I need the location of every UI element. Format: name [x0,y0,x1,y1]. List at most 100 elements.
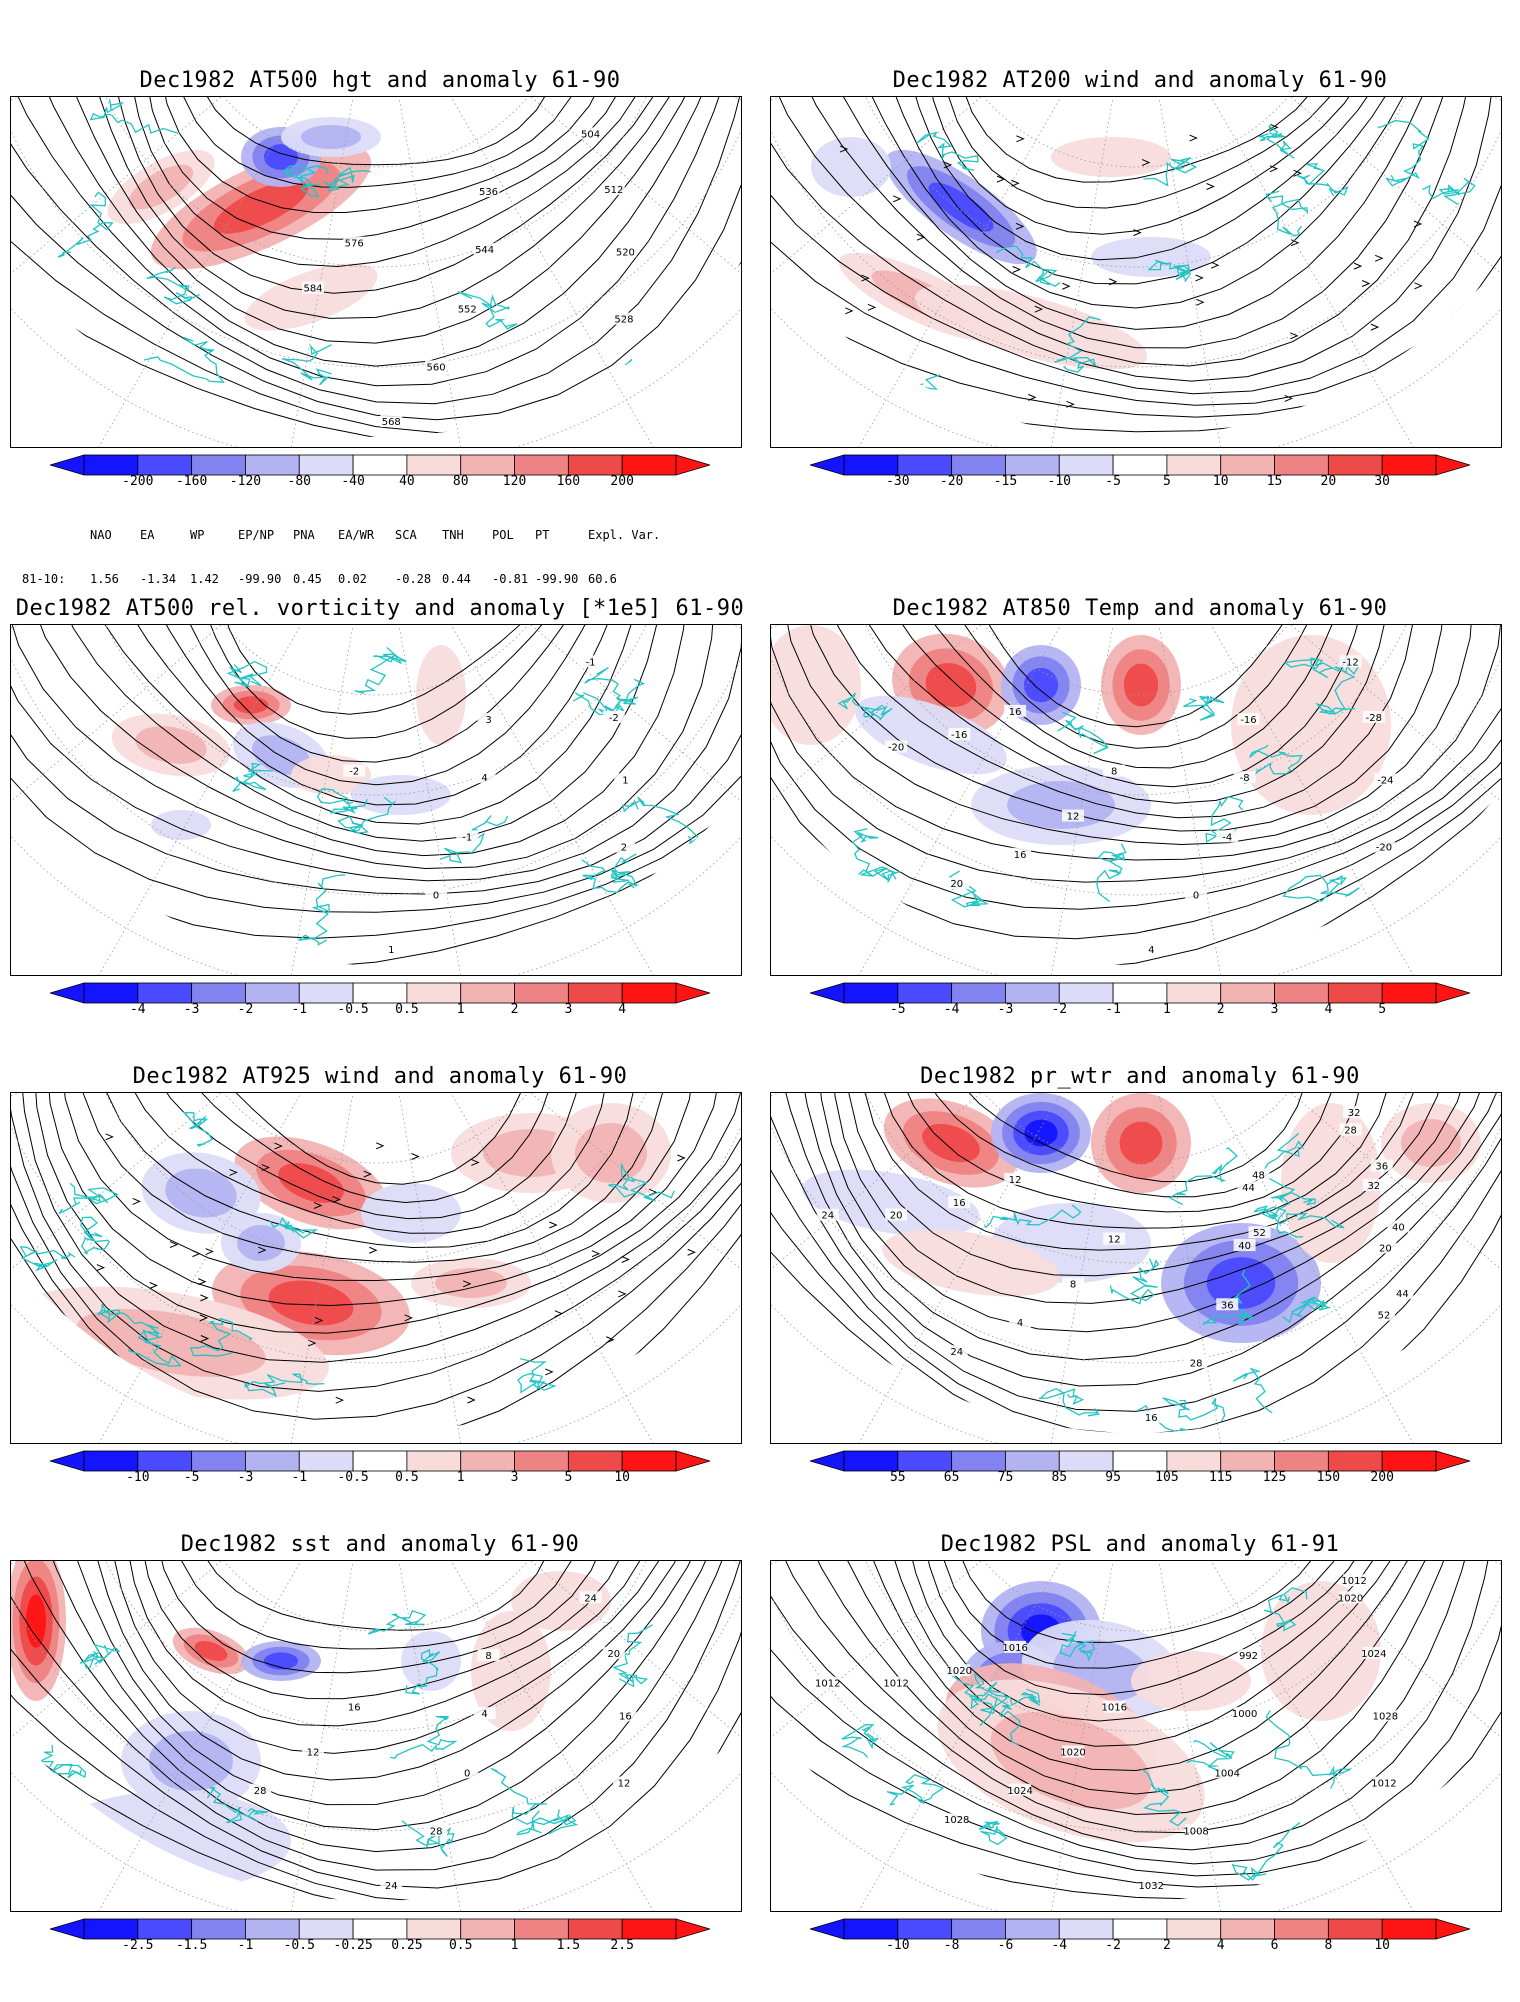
colorbar-tick-label: 2 [1162,1938,1171,1953]
teleconnection-value: -99.90 [535,572,579,586]
contour-line [879,97,1409,285]
colorbar-box [621,1450,677,1472]
colorbar-tick-label: -0.25 [333,1938,373,1953]
colorbar-tick-label: -8 [943,1938,960,1953]
contour-line [901,1561,1398,1722]
map-temp850: -12 -28 -24 -20 -16 -8 -4 0 4 8 12 16 20 16 -16 -20 [770,624,1502,976]
contour-label: 32 [1348,1108,1361,1119]
wind-arrow [591,1250,601,1258]
anomaly-shading [149,1731,233,1791]
contour-label-bg [612,1776,635,1789]
colorbar-box [83,982,139,1004]
wind-arrow [169,1241,179,1249]
contour-label: 576 [345,239,364,250]
contour-label-bg [1185,888,1208,901]
coastline [30,1351,97,1372]
contour-label: 1028 [944,1815,969,1826]
wind-arrow [839,145,849,153]
colorbar-tick-label: 200 [610,474,634,489]
anomaly-shading [855,695,1007,775]
coastline [584,666,646,705]
teleconnection-value: 0.02 [338,572,367,586]
wind-arrow [554,1310,564,1318]
anomaly-shading [802,1169,980,1237]
contour-label-bg [1343,1106,1366,1119]
colorbar-box [1112,454,1168,476]
contour-line [11,97,741,434]
contour-label: 552 [458,304,477,315]
colorbar-tick-label: -10 [886,1938,910,1953]
contour-line [958,625,1317,728]
wind-arrow [1133,229,1142,237]
colorbar-tick-label: -15 [993,474,1018,489]
colorbar-box [951,454,1006,476]
contour-line [800,625,1445,832]
colorbar-box [1058,982,1114,1004]
contour-label: 28 [430,1826,443,1837]
colorbar-box [1112,1918,1168,1940]
contour-line [46,1093,724,1307]
contour-label-bg [1237,1649,1260,1662]
colorbar-tick-label: 6 [1270,1938,1279,1953]
anomaly-shading [471,1611,551,1731]
contour-label-bg [1062,1745,1085,1758]
contour-label-bg [1362,1178,1385,1191]
contour-label-bg [885,1676,908,1689]
colorbar-tick-label: -6 [997,1938,1014,1953]
contour-label-bg [1185,1824,1208,1837]
contour-label: 40 [1238,1241,1251,1252]
meridian-line [1210,1093,1414,1443]
wind-arrow [1189,134,1198,142]
contour-label-bg [1374,1241,1397,1254]
wind-arrow [1290,332,1299,340]
colorbar-box [1058,1450,1114,1472]
coastline [80,1216,111,1255]
contour-line [11,97,741,437]
contour-label: 24 [821,1211,834,1222]
anomaly-shading [1401,1119,1461,1167]
contour-line [11,625,741,895]
coastline [298,874,346,946]
coastline [516,1809,577,1836]
contour-line [937,1093,1313,1183]
anomaly-shading [233,696,269,714]
meridian-line [1210,625,1414,975]
contour-line [95,1093,638,1249]
contour-line [771,625,1501,910]
colorbar-tick-label: -2 [1051,1002,1068,1017]
contour-label: 1000 [1232,1709,1257,1720]
teleconnection-header: WP [190,528,205,542]
contour-label: 8 [485,1651,491,1662]
coastline [390,1715,458,1760]
meridian-line [1210,97,1414,447]
contour-line [771,1093,1501,1433]
coastline [984,1204,1082,1228]
coastline [337,796,396,834]
contour-label-bg [1185,1356,1208,1369]
contour-label-bg [1009,1783,1032,1796]
colorbar-ticks: -5 -4 -3 -2 -1 1 2 3 4 5 [810,1002,1470,1018]
colorbar-box [1381,1918,1437,1940]
colorbar-tick-label: 2 [1216,1002,1225,1017]
contour-line [11,1093,741,1433]
colorbar-tick-label: 10 [1374,1938,1390,1953]
coastline [1265,1710,1351,1789]
contour-label-bg [1004,704,1027,717]
contour-line [936,1561,1358,1669]
contour-line [781,625,1475,846]
contour-line [83,625,644,825]
colorbar-box [1220,454,1275,476]
contour-line [902,97,1394,261]
contour-label: 536 [479,187,498,198]
meridian-line [398,1561,462,1911]
teleconnection-headers: NAO EA WP EP/NP PNA EA/WR SCA TNH POL PT Expl. Var… [22,528,660,544]
contour-label: 16 [619,1711,632,1722]
contour-label: 16 [1014,850,1027,861]
teleconnection-value: 60.6 [588,572,617,586]
wind-arrow [996,175,1006,183]
colorbar-box [1381,1450,1437,1472]
coastline [1265,190,1309,237]
colorbar-tick-label: 4 [618,1002,627,1017]
contour-label-bg [579,1591,602,1604]
colorbar-box [1005,1918,1060,1940]
